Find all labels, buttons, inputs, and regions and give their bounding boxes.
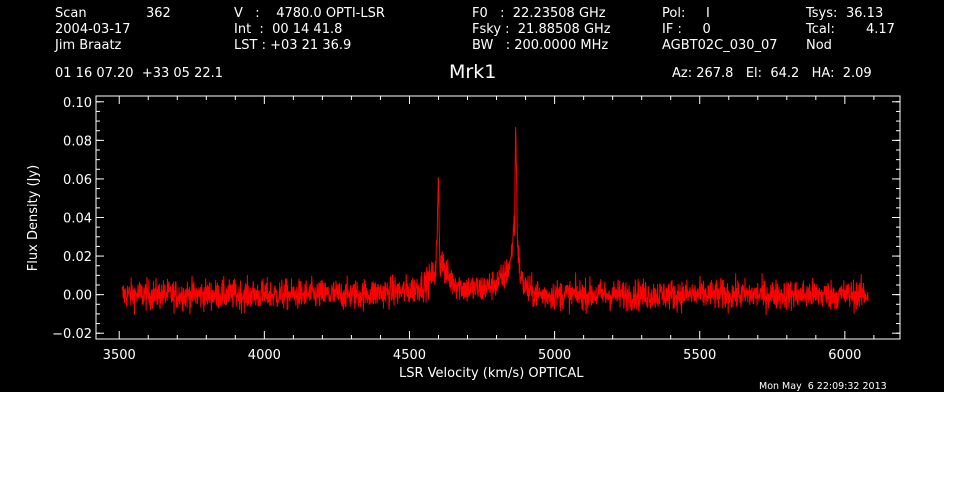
spectrum-series-line [121,127,869,316]
project-id: AGBT02C_030_07 [662,38,778,53]
x-tick-label: 4500 [393,348,426,363]
observer-name: Jim Braatz [55,38,122,53]
sky-frequency: Fsky : 21.88508 GHz [472,22,611,37]
observation-date: 2004-03-17 [55,22,131,37]
y-tick-label: 0.02 [63,250,92,265]
polarization: Pol: I [662,6,710,21]
y-axis-ticks: −0.02 0.00 0.02 0.04 0.06 0.08 0.10 [52,96,900,342]
tsys-label: Tsys: [806,6,838,21]
tcal-value: 4.17 [866,22,895,37]
y-tick-label: 0.06 [63,173,92,188]
tsys-value: 36.13 [846,6,884,21]
x-tick-label: 4000 [248,348,281,363]
y-axis-label: Flux Density (Jy) [26,165,41,271]
y-tick-label: −0.02 [52,327,92,342]
spectrum-chart: −0.02 0.00 0.02 0.04 0.06 0.08 0.10 3500 4000 45… [26,95,901,381]
x-axis-label: LSR Velocity (km/s) OPTICAL [399,366,584,381]
plot-panel: Scan 362 2004-03-17 Jim Braatz 01 16 07.… [0,0,944,392]
bandwidth: BW : 200.0000 MHz [472,38,609,53]
if-number: IF : 0 [662,22,711,37]
rest-frequency: F0 : 22.23508 GHz [472,6,606,21]
lst-readout: LST : +03 21 36.9 [234,38,352,53]
ra-dec-coordinates: 01 16 07.20 +33 05 22.1 [55,66,224,81]
tcal-label: Tcal: [806,22,835,37]
scan-label: Scan [55,6,87,21]
chart-title: Mrk1 [449,61,497,83]
az-el-ha-readout: Az: 267.8 El: 64.2 HA: 2.09 [672,66,872,81]
x-tick-label: 5500 [683,348,716,363]
procedure-name: Nod [806,38,832,53]
scan-number: 362 [146,6,171,21]
x-axis-ticks: 3500 4000 4500 5000 5500 6000 [103,96,875,363]
y-tick-label: 0.08 [63,134,92,149]
x-tick-label: 3500 [103,348,136,363]
x-tick-label: 5000 [538,348,571,363]
render-timestamp: Mon May 6 22:09:32 2013 [759,381,887,392]
x-tick-label: 6000 [828,348,861,363]
y-tick-label: 0.10 [63,96,92,111]
integration-time: Int : 00 14 41.8 [234,22,343,37]
y-tick-label: 0.00 [63,289,92,304]
y-tick-label: 0.04 [63,212,92,227]
velocity-readout: V : 4780.0 OPTI-LSR [234,6,385,21]
